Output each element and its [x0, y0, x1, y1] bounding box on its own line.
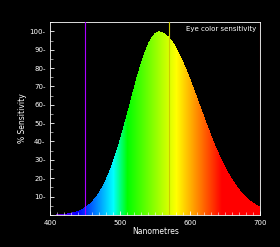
Text: Eye color sensitivity: Eye color sensitivity — [186, 26, 256, 32]
Y-axis label: % Sensitivity: % Sensitivity — [18, 94, 27, 144]
X-axis label: Nanometres: Nanometres — [132, 227, 179, 236]
